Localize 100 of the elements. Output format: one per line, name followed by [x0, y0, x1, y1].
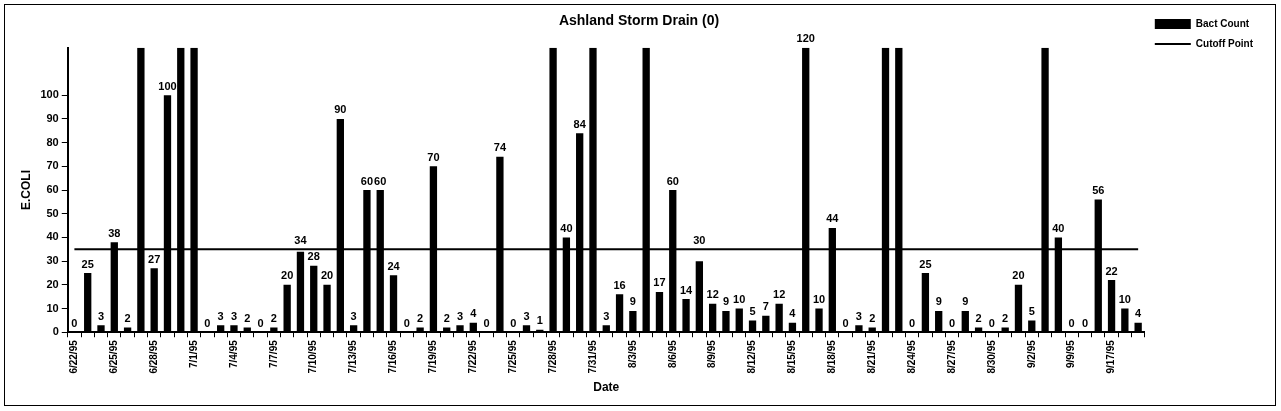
- data-label: 2: [244, 312, 251, 325]
- data-label: 20: [1012, 269, 1025, 282]
- data-label: 3: [603, 309, 610, 322]
- y-tick-label: 100: [40, 88, 59, 101]
- data-label: 34: [294, 233, 308, 246]
- data-label: 0: [1081, 316, 1089, 329]
- data-label: 10: [1118, 293, 1131, 306]
- x-tick-label: 8/24/95: [905, 339, 917, 374]
- x-tick-label: 8/15/95: [786, 339, 798, 374]
- data-label: 60: [360, 174, 374, 187]
- data-label: 9: [962, 295, 969, 308]
- data-label: 9: [629, 295, 636, 308]
- data-label: 40: [560, 221, 573, 234]
- x-tick-label: 8/9/95: [706, 339, 718, 369]
- data-label: 16: [613, 278, 626, 291]
- data-label: 22: [1105, 264, 1118, 277]
- x-tick-label: 9/9/95: [1065, 339, 1077, 369]
- data-label: 0: [842, 316, 849, 329]
- data-label: 2: [443, 312, 450, 325]
- data-label: 60: [666, 174, 679, 187]
- y-tick-label: 20: [46, 277, 59, 290]
- data-label: 20: [281, 269, 294, 282]
- data-label: 56: [1092, 184, 1105, 197]
- x-tick-label: 6/22/95: [68, 339, 80, 374]
- data-label: 3: [350, 309, 357, 322]
- x-tick-label: 7/16/95: [387, 339, 399, 374]
- data-label: 2: [270, 312, 277, 325]
- data-label: 90: [334, 103, 347, 116]
- x-tick-label: 9/2/95: [1025, 339, 1037, 369]
- data-label: 3: [230, 309, 238, 322]
- data-label: 12: [773, 288, 786, 301]
- x-tick-label: 8/3/95: [626, 339, 638, 369]
- data-label: 2: [1002, 312, 1009, 325]
- y-tick-label: 80: [46, 135, 59, 148]
- x-tick-label: 8/27/95: [945, 339, 957, 374]
- x-tick-label: 7/7/95: [267, 339, 279, 369]
- data-label: 3: [456, 309, 464, 322]
- data-label: 30: [693, 233, 706, 246]
- x-tick-label: 7/1/95: [187, 339, 199, 369]
- chart-title: Ashland Storm Drain (0): [558, 12, 720, 29]
- data-label: 0: [510, 316, 517, 329]
- data-label: 44: [826, 212, 840, 225]
- data-label: 0: [948, 316, 956, 329]
- data-label: 17: [653, 276, 666, 289]
- x-tick-label: 7/22/95: [467, 339, 479, 374]
- data-label: 38: [108, 226, 121, 239]
- data-label: 0: [483, 316, 490, 329]
- x-tick-label: 8/21/95: [865, 339, 877, 374]
- x-tick-label: 6/25/95: [108, 339, 120, 374]
- legend-label: Bact Count: [1195, 17, 1250, 29]
- y-tick-label: 30: [46, 254, 59, 267]
- x-tick-label: 8/18/95: [826, 339, 838, 374]
- data-label: 9: [722, 295, 730, 308]
- data-label: 3: [523, 309, 530, 322]
- data-label: 20: [320, 269, 334, 282]
- data-label: 120: [796, 32, 815, 45]
- x-tick-label: 7/13/95: [347, 339, 359, 374]
- x-tick-label: 9/17/95: [1105, 339, 1117, 374]
- data-label: 4: [470, 307, 478, 320]
- legend-label: Cutoff Point: [1195, 37, 1254, 49]
- data-label: 3: [855, 309, 862, 322]
- data-label: 100: [158, 79, 177, 92]
- data-label: 5: [1028, 304, 1035, 317]
- data-label: 27: [148, 252, 161, 265]
- x-tick-label: 7/10/95: [307, 339, 319, 374]
- data-label: 2: [975, 312, 982, 325]
- data-label: 7: [762, 300, 769, 313]
- x-tick-label: 7/4/95: [227, 339, 239, 369]
- data-label: 0: [204, 316, 211, 329]
- y-tick-label: 70: [46, 159, 59, 172]
- data-label: 12: [706, 288, 719, 301]
- data-label: 25: [81, 257, 94, 270]
- data-label: 24: [387, 259, 401, 272]
- data-label: 25: [919, 257, 932, 270]
- data-label: 0: [71, 316, 78, 329]
- data-label: 28: [307, 250, 320, 263]
- data-label: 9: [935, 295, 942, 308]
- y-tick-label: 50: [46, 206, 59, 219]
- data-label: 74: [493, 141, 507, 154]
- data-label: 0: [403, 316, 410, 329]
- x-tick-label: 8/30/95: [985, 339, 997, 374]
- y-axis-title: E.COLI: [18, 170, 33, 211]
- x-tick-label: 7/31/95: [586, 339, 598, 374]
- data-label: 0: [257, 316, 264, 329]
- data-label: 2: [417, 312, 424, 325]
- data-label: 60: [374, 174, 387, 187]
- data-label: 3: [217, 309, 224, 322]
- data-label: 0: [909, 316, 916, 329]
- x-tick-label: 6/28/95: [147, 339, 159, 374]
- x-axis-title: Date: [593, 380, 620, 395]
- x-tick-label: 7/25/95: [506, 339, 518, 374]
- data-label: 84: [573, 117, 587, 130]
- data-label: 70: [427, 150, 440, 163]
- x-tick-label: 7/19/95: [427, 339, 439, 374]
- x-tick-label: 7/28/95: [546, 339, 558, 374]
- y-tick-label: 40: [46, 230, 59, 243]
- data-label: 0: [988, 316, 995, 329]
- data-label: 10: [733, 293, 746, 306]
- data-label: 40: [1052, 221, 1065, 234]
- y-tick-label: 0: [52, 325, 59, 338]
